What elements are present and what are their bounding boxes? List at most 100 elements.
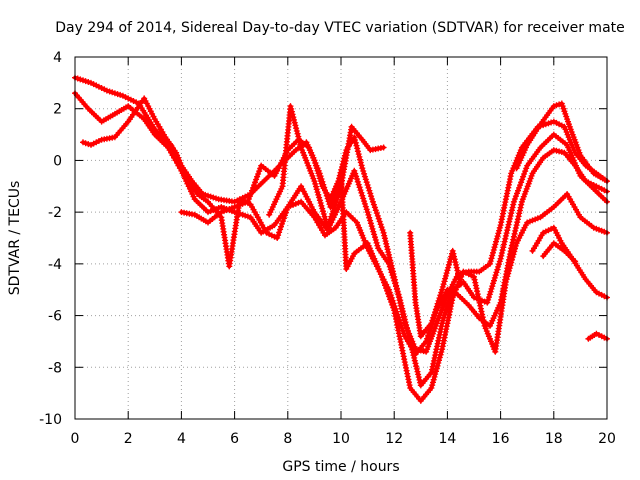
x-tick-label: 10 [332, 431, 350, 447]
data-point [562, 249, 566, 253]
data-point [206, 221, 210, 224]
x-axis-title: GPS time / hours [282, 459, 399, 475]
data-point [206, 210, 210, 214]
data-point [539, 146, 542, 149]
data-point [376, 246, 380, 250]
data-point [217, 197, 221, 201]
data-point [105, 89, 109, 93]
data-point [512, 200, 516, 204]
data-point [414, 352, 417, 356]
data-point [153, 133, 157, 137]
data-point [89, 81, 93, 85]
data-point [592, 187, 596, 191]
data-point [100, 120, 104, 124]
data-point [360, 138, 364, 142]
data-point [142, 96, 146, 100]
data-point [312, 215, 316, 219]
data-point [326, 226, 330, 230]
data-point [552, 148, 556, 152]
data-point [387, 262, 391, 266]
data-point [249, 202, 253, 206]
y-tick-label: -4 [48, 257, 62, 273]
data-point [307, 146, 311, 149]
data-point [219, 210, 223, 214]
data-point [318, 171, 322, 175]
data-point [552, 120, 556, 124]
data-point [419, 383, 423, 387]
data-point [504, 280, 508, 284]
data-point [461, 270, 465, 274]
data-point [81, 140, 85, 144]
series-track-2 [72, 90, 610, 389]
series-track-5 [266, 103, 387, 231]
data-point [227, 264, 231, 268]
data-point [193, 213, 197, 217]
data-point [382, 146, 386, 149]
data-point [113, 135, 117, 139]
data-point [440, 347, 444, 351]
data-point [573, 259, 577, 263]
data-point [206, 200, 210, 204]
data-point [573, 151, 577, 155]
y-tick-label: 0 [53, 153, 62, 169]
y-tick-label: -6 [48, 309, 62, 325]
data-point [334, 226, 338, 230]
data-point [525, 143, 529, 147]
series-markers [529, 224, 610, 301]
data-point [472, 275, 476, 279]
data-point [499, 223, 503, 227]
data-point [368, 148, 372, 152]
data-point [552, 133, 556, 137]
data-point [459, 283, 463, 286]
data-point [267, 213, 271, 217]
data-point [525, 221, 529, 224]
data-point [86, 107, 90, 111]
data-point [424, 339, 428, 343]
data-point [382, 231, 386, 235]
data-point [573, 164, 577, 168]
x-tick-label: 4 [177, 431, 186, 447]
data-point [273, 223, 276, 227]
data-point [281, 184, 284, 188]
data-point [233, 205, 237, 209]
data-point [185, 177, 189, 180]
data-point [113, 112, 117, 116]
data-point [565, 143, 569, 147]
data-point [259, 164, 263, 168]
data-point [488, 324, 492, 328]
data-point [435, 321, 439, 325]
data-point [451, 296, 455, 299]
data-point [259, 231, 263, 235]
data-point [499, 257, 503, 261]
data-point [344, 267, 348, 271]
data-point [265, 177, 268, 180]
data-point [153, 117, 157, 121]
data-point [531, 171, 534, 175]
data-point [440, 288, 444, 292]
data-point [360, 166, 364, 170]
data-point [312, 210, 316, 214]
data-point [472, 296, 476, 299]
data-point [142, 117, 146, 121]
data-point [485, 301, 489, 305]
data-point [429, 386, 433, 390]
data-point [594, 332, 598, 336]
x-tick-label: 2 [124, 431, 133, 447]
data-point [429, 321, 433, 325]
data-point [366, 241, 370, 245]
data-point [249, 215, 253, 219]
data-point [509, 246, 513, 250]
data-point [121, 94, 125, 98]
data-point [562, 151, 566, 155]
data-point [275, 236, 279, 240]
data-point [429, 371, 433, 374]
y-tick-label: -8 [48, 360, 62, 376]
data-point [408, 386, 412, 390]
data-point [520, 200, 524, 204]
data-point [238, 197, 242, 201]
data-point [541, 254, 545, 258]
x-tick-label: 16 [492, 431, 510, 447]
data-point [483, 324, 487, 328]
y-tick-label: -10 [39, 412, 62, 428]
